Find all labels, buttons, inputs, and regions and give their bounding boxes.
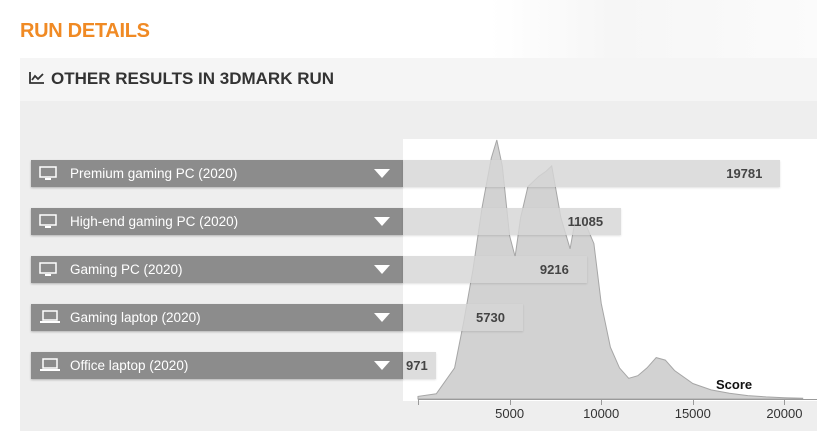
laptop-icon — [40, 310, 60, 323]
score-value: 11085 — [567, 214, 604, 229]
score-bar: 9216 — [403, 256, 587, 283]
x-axis — [418, 399, 817, 400]
header-background — [0, 0, 817, 60]
chevron-down-icon[interactable] — [374, 361, 390, 370]
row-label: Gaming laptop (2020) — [70, 310, 201, 325]
result-row-high-end-gaming-pc[interactable]: High-end gaming PC (2020) — [31, 208, 403, 235]
chevron-down-icon[interactable] — [374, 169, 390, 178]
result-row-gaming-laptop[interactable]: Gaming laptop (2020) — [31, 304, 403, 331]
score-bar: 19781 — [403, 160, 781, 187]
desktop-pc-icon — [39, 262, 57, 276]
desktop-pc-icon — [39, 214, 57, 228]
x-tick-label: 5000 — [495, 406, 525, 421]
score-bar: 5730 — [403, 304, 523, 331]
score-value: 5730 — [476, 310, 505, 325]
x-axis-tick — [418, 399, 419, 405]
row-label: Office laptop (2020) — [70, 358, 189, 373]
x-axis-tick — [692, 399, 694, 405]
panel-header: OTHER RESULTS IN 3DMARK RUN — [20, 58, 817, 101]
line-chart-icon — [29, 72, 44, 84]
row-label: High-end gaming PC (2020) — [70, 214, 239, 229]
x-tick-label: 15000 — [674, 406, 711, 421]
panel-title: OTHER RESULTS IN 3DMARK RUN — [51, 69, 335, 88]
x-tick-label: 10000 — [583, 406, 620, 421]
laptop-icon — [40, 358, 60, 371]
chevron-down-icon[interactable] — [374, 265, 390, 274]
row-label: Gaming PC (2020) — [70, 262, 183, 277]
score-value: 19781 — [726, 166, 763, 181]
desktop-pc-icon — [39, 166, 57, 180]
x-tick-label: 20000 — [766, 406, 803, 421]
score-bar: 971 — [403, 352, 436, 379]
x-axis-tick — [509, 399, 511, 405]
x-axis-tick — [784, 399, 786, 405]
x-axis-tick — [601, 399, 603, 405]
x-axis-label: Score — [716, 377, 753, 392]
chevron-down-icon[interactable] — [374, 217, 390, 226]
score-value: 971 — [406, 358, 428, 373]
score-value: 9216 — [539, 262, 569, 277]
result-row-premium-gaming-pc[interactable]: Premium gaming PC (2020) — [31, 160, 403, 187]
page-title: RUN DETAILS — [20, 20, 150, 42]
score-bar: 11085 — [403, 208, 622, 235]
result-row-office-laptop[interactable]: Office laptop (2020) — [31, 352, 403, 379]
result-row-gaming-pc[interactable]: Gaming PC (2020) — [31, 256, 403, 283]
chevron-down-icon[interactable] — [374, 313, 390, 322]
row-label: Premium gaming PC (2020) — [70, 166, 238, 181]
